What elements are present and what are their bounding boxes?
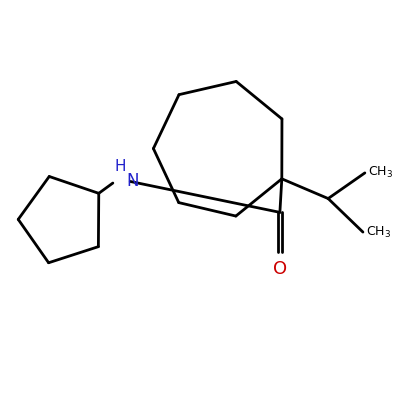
Text: H: H: [115, 159, 126, 174]
Text: CH$_3$: CH$_3$: [366, 224, 391, 240]
Text: CH$_3$: CH$_3$: [368, 165, 393, 180]
Text: O: O: [273, 260, 287, 278]
Text: N: N: [126, 172, 138, 190]
